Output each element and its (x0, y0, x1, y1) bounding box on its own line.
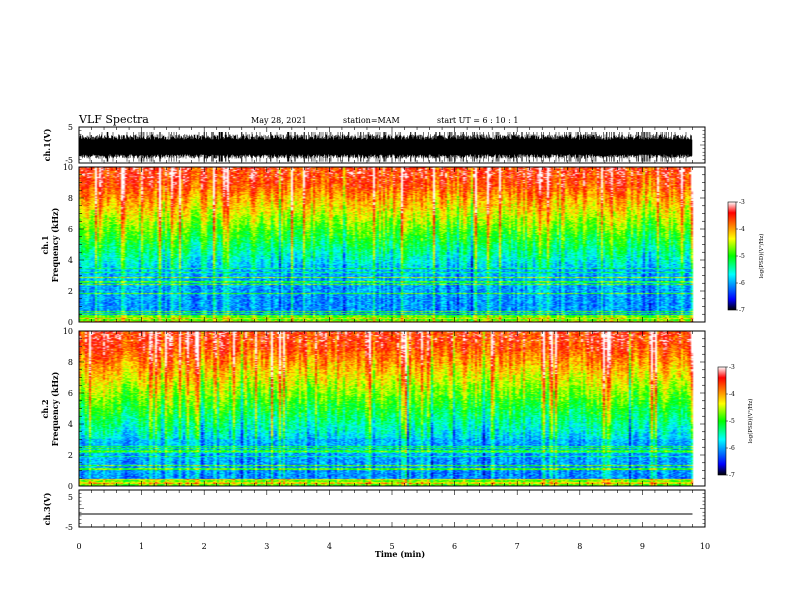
ch1-colorbar-tick-m6: -6 (739, 280, 745, 287)
time-tick-label-5: 5 (389, 542, 394, 551)
time-tick-label-4: 4 (327, 542, 332, 551)
ch1-waveform-ticks (78, 126, 706, 164)
ch2-freq-tick-8: 8 (68, 358, 73, 367)
ch1-waveform-panel: 5 -5 ch.1(V) (42, 123, 706, 165)
ch1-colorbar-tick-m3: -3 (739, 199, 745, 206)
time-axis-tick-labels: 0 1 2 3 4 5 6 7 8 9 10 (76, 542, 710, 551)
ch2-spectrogram-ylabel: Frequency (kHz) (50, 371, 60, 446)
ch2-freq-tick-10: 10 (63, 327, 73, 336)
ch1-spectrogram-channel-label: ch.1 (40, 235, 50, 254)
ch1-colorbar-tick-m4: -4 (739, 226, 745, 233)
station-label: station=MAM (343, 116, 400, 125)
time-tick-label-2: 2 (202, 542, 207, 551)
ch1-freq-tick-4: 4 (68, 256, 73, 265)
time-tick-label-10: 10 (700, 542, 710, 551)
ch1-waveform-path (79, 132, 693, 162)
ch2-freq-tick-6: 6 (68, 389, 73, 398)
ch1-spectrogram-ticks (78, 166, 706, 323)
ch1-colorbar-ticks (736, 201, 738, 311)
ch1-colorbar-tick-m7: -7 (739, 307, 745, 314)
ch1-ytick-top: 5 (68, 123, 73, 132)
ch1-freq-tick-8: 8 (68, 194, 73, 203)
ch2-colorbar-label: log(PSD)(V²/Hz) (747, 399, 754, 444)
ch3-waveform-frame (78, 489, 706, 528)
ch1-spectrogram-ylabel: Frequency (kHz) (50, 207, 60, 282)
ch3-waveform-ticks (78, 489, 706, 528)
time-tick-label-7: 7 (515, 542, 520, 551)
time-tick-label-6: 6 (452, 542, 457, 551)
ch2-freq-tick-2: 2 (68, 451, 73, 460)
ch2-spectrogram-ytick-labels: 0 2 4 6 8 10 (63, 327, 73, 491)
time-tick-label-3: 3 (264, 542, 269, 551)
ch2-freq-tick-4: 4 (68, 420, 73, 429)
ch1-waveform-trace (79, 132, 693, 162)
ch1-spectrogram-image (79, 167, 705, 322)
ch1-waveform-ylabel: ch.1(V) (42, 128, 52, 161)
ch2-spectrogram-channel-label: ch.2 (40, 399, 50, 418)
time-axis-label: Time (min) (375, 549, 425, 559)
ch2-colorbar-tick-m3: -3 (729, 364, 735, 371)
ch2-spectrogram-panel: 0 2 4 6 8 10 ch.2 Frequency (kHz) -3 -4 … (40, 327, 754, 491)
ch2-spectrogram-ticks (78, 330, 706, 487)
ch2-colorbar-tick-m4: -4 (729, 391, 735, 398)
ch1-freq-tick-10: 10 (63, 163, 73, 172)
ch1-freq-tick-0: 0 (68, 318, 73, 327)
ch2-colorbar (717, 366, 727, 476)
figure-title: VLF Spectra (78, 113, 149, 126)
ch2-spectrogram-image (79, 331, 705, 486)
ch3-waveform-panel: 5 -5 ch.3(V) 0 1 2 3 4 5 6 7 8 9 10 Time (min) (42, 489, 710, 559)
ch1-colorbar-label: log(PSD)(V²/Hz) (758, 234, 765, 279)
ch1-colorbar-tick-m5: -5 (739, 253, 745, 260)
ch1-freq-tick-2: 2 (68, 287, 73, 296)
ch3-waveform-ylabel: ch.3(V) (42, 492, 52, 525)
time-tick-label-9: 9 (640, 542, 645, 551)
ch1-colorbar (727, 201, 737, 311)
time-tick-label-1: 1 (139, 542, 144, 551)
ch1-ytick-bottom: -5 (65, 156, 73, 165)
ch3-ytick-bottom: -5 (65, 523, 73, 532)
ch2-colorbar-ticks (726, 366, 728, 476)
time-tick-label-0: 0 (76, 542, 81, 551)
ch1-spectrogram-ytick-labels: 0 2 4 6 8 10 (63, 163, 73, 327)
ch2-freq-tick-0: 0 (68, 482, 73, 491)
ch1-spectrogram-panel: 0 2 4 6 8 10 ch.1 Frequency (kHz) -3 -4 … (40, 163, 765, 327)
start-time-label: start UT = 6 : 10 : 1 (437, 116, 518, 125)
ch1-freq-tick-6: 6 (68, 225, 73, 234)
date-label: May 28, 2021 (251, 116, 307, 125)
ch3-ytick-top: 5 (68, 493, 73, 502)
ch2-colorbar-tick-m7: -7 (729, 472, 735, 479)
ch2-colorbar-tick-m6: -6 (729, 445, 735, 452)
time-tick-label-8: 8 (577, 542, 582, 551)
ch2-colorbar-tick-m5: -5 (729, 418, 735, 425)
